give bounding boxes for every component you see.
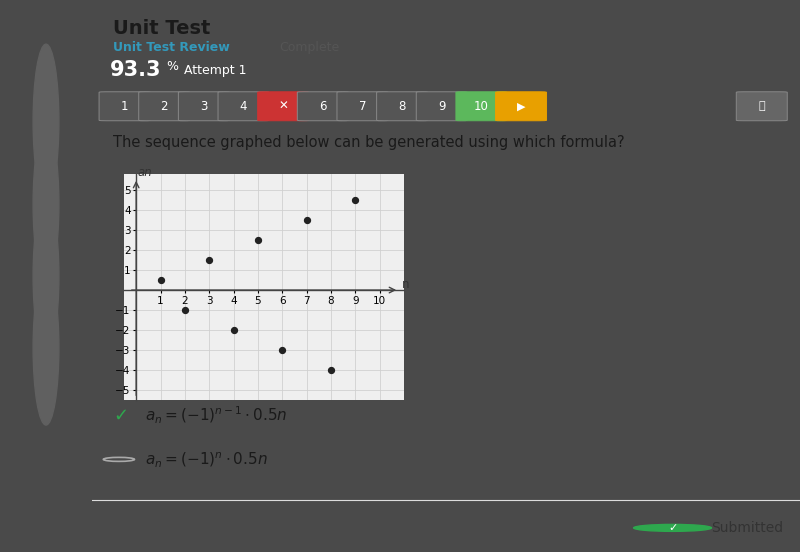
FancyBboxPatch shape (377, 92, 427, 121)
Text: ▶: ▶ (517, 101, 526, 112)
Text: 6: 6 (319, 100, 326, 113)
Circle shape (33, 270, 59, 425)
FancyBboxPatch shape (456, 92, 507, 121)
Text: Submitted: Submitted (711, 521, 784, 535)
Text: an: an (138, 166, 152, 179)
FancyBboxPatch shape (416, 92, 467, 121)
Text: 2: 2 (161, 100, 168, 113)
Point (203, 256, 216, 264)
Circle shape (634, 524, 711, 532)
Text: n: n (402, 278, 409, 290)
FancyBboxPatch shape (736, 92, 787, 121)
FancyBboxPatch shape (495, 92, 546, 121)
FancyBboxPatch shape (298, 92, 348, 121)
Text: $a_n = (-1)^{n-1} \cdot 0.5n$: $a_n = (-1)^{n-1} \cdot 0.5n$ (145, 405, 288, 426)
Point (227, 326, 240, 335)
FancyBboxPatch shape (218, 92, 269, 121)
Text: $a_n = (-1)^{n} \cdot 0.5n$: $a_n = (-1)^{n} \cdot 0.5n$ (145, 450, 268, 469)
Point (178, 306, 191, 315)
Circle shape (33, 44, 59, 199)
Text: Unit Test: Unit Test (114, 19, 210, 38)
Text: %: % (166, 60, 178, 73)
Text: 🖨: 🖨 (758, 101, 765, 112)
Text: 4: 4 (240, 100, 247, 113)
Point (300, 215, 313, 224)
Text: 1: 1 (121, 100, 128, 113)
Text: Unit Test Review: Unit Test Review (114, 41, 230, 55)
FancyBboxPatch shape (337, 92, 388, 121)
Text: Attempt 1: Attempt 1 (181, 64, 247, 77)
FancyBboxPatch shape (178, 92, 230, 121)
Point (325, 366, 338, 375)
FancyBboxPatch shape (99, 92, 150, 121)
FancyBboxPatch shape (138, 92, 190, 121)
Circle shape (33, 127, 59, 282)
Text: ✕: ✕ (278, 100, 288, 113)
Point (276, 346, 289, 354)
Text: 7: 7 (358, 100, 366, 113)
Text: ✓: ✓ (114, 407, 128, 424)
Point (154, 275, 167, 284)
Text: 8: 8 (398, 100, 406, 113)
Text: Complete: Complete (280, 41, 340, 55)
Point (251, 236, 264, 245)
Text: 93.3: 93.3 (110, 60, 161, 81)
FancyBboxPatch shape (258, 92, 309, 121)
Text: 9: 9 (438, 100, 446, 113)
Text: 10: 10 (474, 100, 489, 113)
Text: ✓: ✓ (668, 523, 678, 533)
Text: The sequence graphed below can be generated using which formula?: The sequence graphed below can be genera… (114, 135, 625, 150)
Text: 3: 3 (200, 100, 207, 113)
Circle shape (33, 199, 59, 353)
Point (349, 195, 362, 204)
